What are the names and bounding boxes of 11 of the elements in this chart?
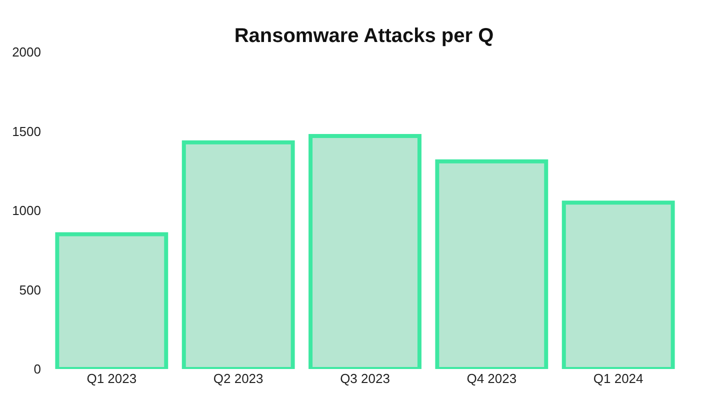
y-tick-label: 2000 <box>12 44 41 60</box>
y-tick-label: 0 <box>34 362 41 377</box>
y-tick-label: 1000 <box>12 203 41 218</box>
y-tick-label: 1500 <box>12 124 41 139</box>
x-tick-label: Q2 2023 <box>213 371 264 386</box>
x-tick-label: Q3 2023 <box>340 371 390 386</box>
x-tick-label: Q1 2024 <box>593 371 644 386</box>
x-tick-label: Q1 2023 <box>86 371 137 386</box>
x-tick-label: Q4 2023 <box>466 371 517 386</box>
y-tick-label: 500 <box>19 282 41 298</box>
chart-title: Ransomware Attacks per Q <box>234 24 494 47</box>
